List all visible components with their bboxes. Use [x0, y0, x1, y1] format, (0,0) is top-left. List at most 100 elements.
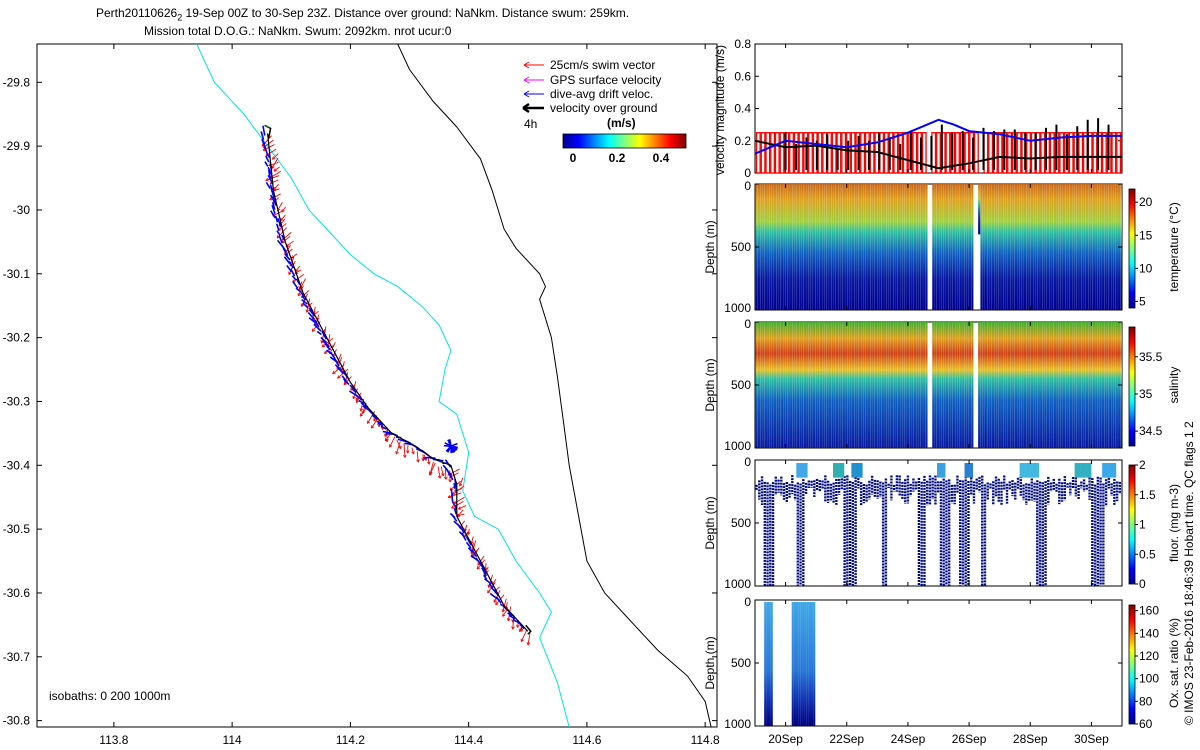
drift-vector	[271, 204, 276, 215]
profile-column	[833, 184, 836, 310]
profile-column	[1046, 184, 1050, 310]
drift-vector	[380, 425, 387, 430]
drift-vector	[276, 230, 281, 236]
profile-column	[1085, 184, 1089, 310]
profile-column	[1108, 322, 1112, 448]
profile-column	[822, 322, 825, 448]
drift-vector	[320, 336, 328, 344]
swim-vector	[527, 632, 531, 646]
profile-column	[1108, 184, 1112, 310]
swim-vector	[321, 337, 334, 348]
swim-vector	[396, 439, 402, 449]
title-glider-name: Perth20110626	[96, 6, 178, 20]
swim-vector-head	[272, 156, 276, 160]
profile-column	[982, 184, 985, 310]
section-ytick-label: 1000	[724, 717, 751, 731]
swim-vector-head	[337, 375, 341, 379]
drift-vector	[291, 275, 297, 281]
figure-title-line2: Mission total D.O.G.: NaNkm. Swum: 2092k…	[144, 24, 451, 38]
legend-colorbar-title: (m/s)	[607, 116, 636, 130]
section-panel-temperature: 0 500 1000 Depth (m) 5 10 15 20 temperature (°C)	[703, 179, 1181, 315]
profile-column	[1033, 322, 1036, 448]
swim-vector	[411, 447, 415, 455]
velocity-bar	[912, 132, 918, 173]
profile-column	[943, 184, 946, 310]
velocity-bar	[1016, 132, 1022, 173]
profile-column	[764, 322, 767, 448]
profile-column	[1019, 184, 1022, 310]
profile-column	[838, 184, 841, 310]
profile-column	[1053, 184, 1056, 310]
profile-column	[923, 322, 926, 448]
swim-vector	[488, 574, 493, 588]
swim-vector-head	[458, 483, 463, 487]
profile-column	[764, 184, 767, 310]
profile-column	[987, 184, 990, 310]
velocity-bar	[954, 132, 960, 173]
velocity-bar	[883, 132, 889, 173]
colorbar-label: salinity	[1167, 367, 1181, 404]
profile-column	[780, 322, 784, 448]
drift-vector	[290, 268, 296, 277]
profile-column	[854, 322, 857, 448]
drift-vector	[483, 574, 488, 580]
profile-column	[861, 322, 864, 448]
profile-column	[982, 322, 985, 448]
swim-vector-head	[273, 168, 278, 172]
profile-column	[1115, 184, 1118, 310]
velocity-bar	[841, 132, 847, 173]
profile-column	[803, 322, 806, 448]
swim-vector-head	[511, 626, 515, 630]
speed-colorbar	[562, 133, 687, 149]
velocity-ytick-label: 0.2	[734, 134, 751, 148]
drift-vector	[283, 256, 291, 265]
profile-column	[939, 184, 942, 310]
section-colorbar	[1128, 326, 1136, 447]
drift-vector	[295, 278, 301, 286]
drift-vector	[260, 131, 265, 140]
swim-vector	[495, 594, 505, 606]
profile-column	[760, 184, 763, 310]
drift-vector	[481, 567, 487, 577]
profile-column	[996, 184, 999, 310]
profile-column	[996, 322, 999, 448]
profile-column	[1090, 322, 1093, 448]
profile-column	[778, 184, 781, 310]
profile-column	[978, 322, 981, 448]
profile-column	[824, 184, 827, 310]
velocity-ylabel: velocity magnitude (m/s)	[713, 45, 727, 175]
profile-column	[780, 184, 784, 310]
velocity-bar	[869, 132, 875, 173]
profile-column	[1111, 184, 1114, 310]
swim-vector-head	[359, 408, 364, 412]
drift-vector	[467, 547, 474, 553]
colorbar-tick-label: 60	[1139, 717, 1153, 731]
profile-column	[808, 184, 811, 310]
profile-column	[1033, 184, 1036, 310]
velocity-bar	[855, 132, 861, 173]
profile-column	[911, 184, 914, 310]
section-ylabel: Depth (m)	[703, 358, 717, 411]
map-axes-frame	[36, 43, 718, 728]
profile-column	[776, 322, 779, 448]
profile-column	[1097, 322, 1100, 448]
swim-vector	[273, 184, 279, 191]
swim-vector	[456, 513, 465, 517]
map-ytick-label: -29.8	[3, 75, 31, 89]
profile-column	[943, 322, 946, 448]
profile-column	[994, 322, 997, 448]
profile-column	[1037, 322, 1040, 448]
profile-column	[959, 184, 962, 310]
profile-column	[994, 184, 997, 310]
swim-vector	[295, 265, 301, 272]
drift-vector	[292, 280, 299, 289]
swim-vector-head	[384, 437, 389, 442]
speed-colorbar-tick-0: 0	[570, 151, 577, 165]
profile-column	[856, 322, 859, 448]
swim-vector	[453, 496, 465, 504]
profile-column	[1076, 322, 1079, 448]
swim-vector-head	[516, 624, 520, 628]
profile-column	[1083, 184, 1086, 310]
colorbar-tick-label: 0	[1139, 577, 1146, 591]
